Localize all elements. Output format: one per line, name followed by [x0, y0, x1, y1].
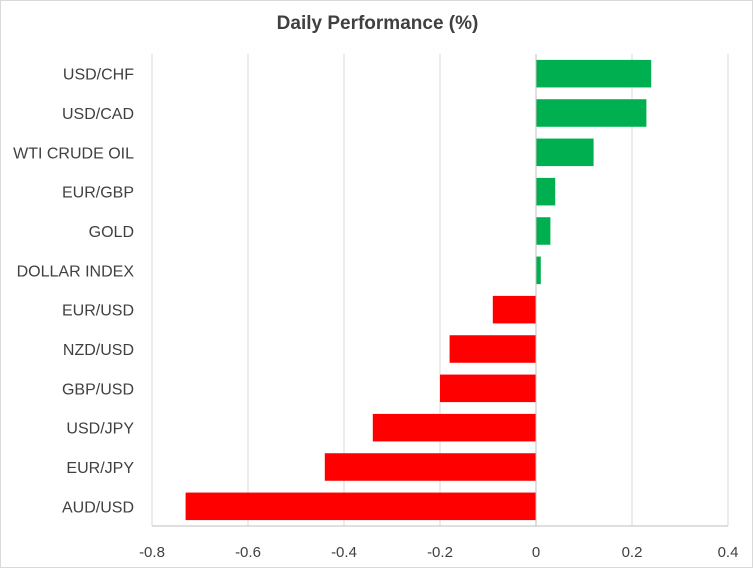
bar [440, 374, 536, 403]
x-tick-label: -0.6 [235, 544, 261, 561]
category-label: GOLD [89, 224, 134, 241]
category-label: USD/CAD [62, 106, 134, 123]
category-label: AUD/USD [62, 499, 134, 516]
x-tick-label: 0 [532, 544, 540, 561]
category-label: WTI CRUDE OIL [13, 145, 134, 162]
bar [536, 217, 551, 245]
x-tick-label: -0.4 [331, 544, 357, 561]
category-label: DOLLAR INDEX [17, 263, 135, 280]
x-tick-label: -0.2 [427, 544, 453, 561]
bar [536, 177, 556, 206]
gridlines [151, 54, 729, 526]
x-tick-label: 0.4 [718, 544, 739, 561]
category-label: EUR/GBP [62, 185, 134, 202]
bar [324, 453, 536, 481]
labels: -0.8 -0.6 -0.4 -0.2 0 0.2 0.4 USD/CHF USD/CAD WTI… [13, 67, 738, 561]
category-label: USD/CHF [63, 67, 134, 84]
bar [492, 295, 536, 324]
chart-title: Daily Performance (%) [276, 13, 479, 34]
bar [185, 492, 536, 521]
category-label: NZD/USD [63, 342, 134, 359]
category-label: EUR/JPY [66, 460, 134, 477]
category-label: GBP/USD [62, 381, 134, 398]
bars [185, 59, 652, 521]
x-tick-label: 0.2 [622, 544, 643, 561]
bar [372, 413, 536, 442]
bar [449, 335, 536, 363]
category-label: USD/JPY [66, 421, 134, 438]
bar [536, 59, 652, 88]
bar [536, 138, 594, 167]
bar [536, 256, 541, 285]
x-tick-label: -0.8 [139, 544, 165, 561]
axes [152, 54, 728, 527]
category-label: EUR/USD [62, 303, 134, 320]
bar [536, 99, 647, 127]
